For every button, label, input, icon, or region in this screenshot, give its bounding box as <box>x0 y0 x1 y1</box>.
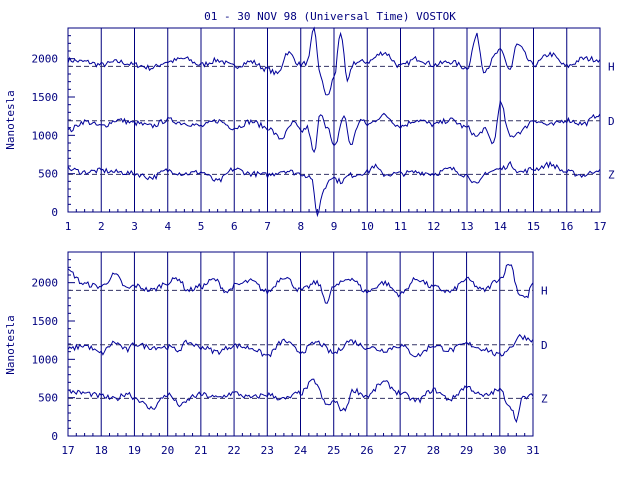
x-tick-label: 17 <box>61 444 74 457</box>
y-tick-label: 0 <box>51 430 58 443</box>
x-tick-label: 27 <box>394 444 407 457</box>
x-tick-label: 11 <box>394 220 407 233</box>
x-tick-label: 31 <box>526 444 539 457</box>
series-label-z: Z <box>608 168 615 181</box>
y-tick-label: 1500 <box>32 91 59 104</box>
x-tick-label: 3 <box>131 220 138 233</box>
x-tick-label: 23 <box>261 444 274 457</box>
x-tick-label: 10 <box>361 220 374 233</box>
x-tick-label: 12 <box>427 220 440 233</box>
series-label-h: H <box>541 284 548 297</box>
x-tick-label: 2 <box>98 220 105 233</box>
y-tick-label: 1000 <box>32 129 59 142</box>
y-tick-label: 1500 <box>32 315 59 328</box>
series-label-h: H <box>608 60 615 73</box>
x-tick-label: 20 <box>161 444 174 457</box>
x-tick-label: 13 <box>460 220 473 233</box>
x-tick-label: 24 <box>294 444 308 457</box>
y-tick-label: 0 <box>51 206 58 219</box>
x-tick-label: 21 <box>194 444 207 457</box>
x-tick-label: 30 <box>493 444 506 457</box>
chart-title: 01 - 30 NOV 98 (Universal Time) VOSTOK <box>204 10 456 23</box>
y-tick-label: 500 <box>38 168 58 181</box>
y-tick-label: 2000 <box>32 53 59 66</box>
y-tick-label: 2000 <box>32 277 59 290</box>
series-label-d: D <box>608 115 615 128</box>
trace-z <box>67 160 601 218</box>
x-tick-label: 22 <box>227 444 240 457</box>
x-tick-label: 17 <box>593 220 606 233</box>
y-tick-label: 500 <box>38 392 58 405</box>
trace-d <box>67 99 601 154</box>
x-tick-label: 8 <box>297 220 304 233</box>
x-tick-label: 14 <box>494 220 508 233</box>
y-axis-label-bottom: Nanotesla <box>4 315 17 375</box>
x-tick-label: 1 <box>65 220 72 233</box>
x-tick-label: 29 <box>460 444 473 457</box>
series-label-d: D <box>541 339 548 352</box>
x-tick-label: 9 <box>331 220 338 233</box>
x-tick-label: 26 <box>360 444 373 457</box>
y-tick-label: 1000 <box>32 353 59 366</box>
x-tick-label: 18 <box>95 444 108 457</box>
trace-d <box>67 333 534 358</box>
x-tick-label: 15 <box>527 220 540 233</box>
x-tick-label: 4 <box>164 220 171 233</box>
panel-2: 17 18 19 20 21 22 23 24 25 26 27 28 29 30 31 0 500 1000 15… <box>32 251 548 457</box>
y-axis-label-top: Nanotesla <box>4 90 17 150</box>
panel-1: 1 2 3 4 5 6 7 8 9 10 11 12 13 14 15 16 17050010001500200… <box>32 26 615 233</box>
x-tick-label: 6 <box>231 220 238 233</box>
x-tick-label: 7 <box>264 220 271 233</box>
trace-z <box>67 378 534 424</box>
trace-h <box>67 26 601 96</box>
x-tick-label: 16 <box>560 220 573 233</box>
x-tick-label: 5 <box>198 220 205 233</box>
series-label-z: Z <box>541 392 548 405</box>
x-tick-label: 28 <box>427 444 440 457</box>
x-tick-label: 19 <box>128 444 141 457</box>
trace-h <box>67 263 534 304</box>
x-tick-label: 25 <box>327 444 340 457</box>
